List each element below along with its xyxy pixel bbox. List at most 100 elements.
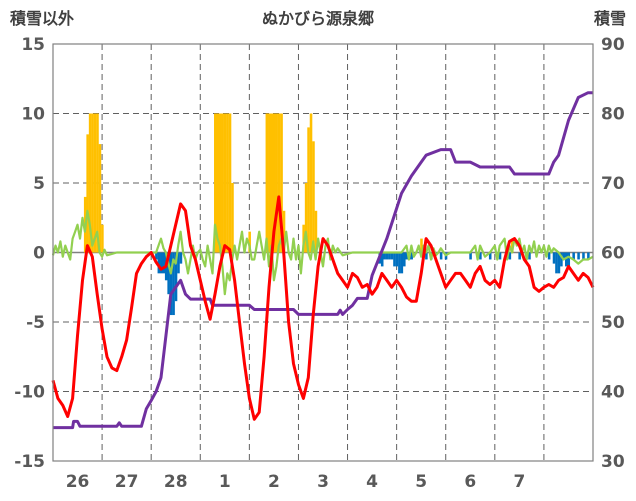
precip-bar-negative: [572, 252, 575, 260]
precip-bar-negative: [560, 252, 563, 267]
precip-bar-positive: [88, 113, 92, 253]
x-tick-label: 26: [66, 472, 90, 492]
precip-bar-negative: [390, 252, 394, 260]
precip-bar-negative: [177, 252, 180, 274]
precip-bar-negative: [388, 252, 391, 260]
right-tick-label: 70: [601, 174, 625, 194]
x-tick-label: 1: [219, 472, 231, 492]
right-tick-label: 40: [601, 383, 625, 403]
plot-frame: [52, 43, 594, 462]
precip-bar-negative: [557, 252, 561, 274]
x-tick-label: 6: [464, 472, 476, 492]
precip-bar-negative: [179, 252, 183, 264]
precip-bar-negative: [400, 252, 404, 274]
precip-bar-negative: [172, 252, 175, 316]
left-tick-label: 15: [21, 35, 45, 55]
precip-bar-positive: [228, 113, 232, 253]
precip-bar-negative: [162, 252, 166, 274]
precip-bar-positive: [277, 113, 281, 253]
precip-bar-negative: [403, 252, 406, 267]
x-tick-label: 5: [415, 472, 427, 492]
chart-title: ぬかびら源泉郷: [262, 9, 374, 28]
precip-bar-positive: [272, 113, 276, 253]
x-tick-label: 7: [513, 472, 525, 492]
precip-bar-negative: [393, 252, 396, 267]
precip-bar-positive: [96, 113, 99, 253]
precip-bar-negative: [167, 252, 170, 295]
right-tick-label: 90: [601, 35, 625, 55]
right-axis-title: 積雪: [593, 9, 626, 28]
left-axis-title: 積雪以外: [9, 9, 74, 28]
precip-bar-negative: [439, 252, 443, 260]
precip-bar-negative: [488, 252, 492, 260]
left-tick-label: -15: [14, 452, 45, 472]
series-lines: [51, 91, 595, 430]
precip-bar-positive: [420, 238, 423, 253]
series-line-temperature: [51, 195, 595, 421]
precip-bar-negative: [547, 252, 551, 260]
precip-bar-positive: [221, 113, 224, 253]
precip-bar-positive: [101, 224, 104, 253]
x-tick-label: 28: [164, 472, 188, 492]
precip-bar-negative: [479, 252, 482, 260]
precip-bar-negative: [405, 252, 409, 260]
precip-bar-negative: [567, 252, 571, 267]
precip-bar-positive: [312, 141, 315, 253]
precip-bar-negative: [498, 252, 502, 260]
right-tick-label: 30: [601, 452, 625, 472]
precip-bar-positive: [304, 183, 308, 253]
precip-bar-negative: [552, 252, 556, 264]
precip-bar-negative: [398, 252, 401, 274]
precip-bar-negative: [469, 252, 472, 260]
precip-bar-negative: [587, 252, 590, 260]
precip-bar-positive: [265, 113, 269, 253]
precip-bar-negative: [410, 252, 413, 260]
right-tick-label: 50: [601, 313, 625, 333]
precip-bar-positive: [270, 113, 274, 253]
precip-bar-positive: [268, 113, 271, 253]
left-tick-label: 10: [21, 105, 45, 125]
precip-bar-positive: [282, 210, 286, 253]
precip-bar-negative: [565, 252, 568, 267]
precip-bar-positive: [91, 113, 94, 253]
precip-bar-positive: [218, 113, 222, 253]
precip-bar-positive: [248, 231, 251, 253]
precip-bar-negative: [577, 252, 580, 260]
right-axis-ticks: 90 80 70 60 50 40 30: [601, 35, 625, 472]
left-tick-label: 0: [33, 244, 45, 264]
precip-bar-negative: [528, 252, 531, 260]
left-axis-ticks: 15 10 5 0 -5 -10 -15: [14, 35, 45, 472]
precip-bar-positive: [314, 210, 318, 253]
precip-bar-negative: [508, 252, 512, 260]
x-tick-label: 3: [317, 472, 329, 492]
precip-bar-positive: [307, 127, 310, 253]
precip-bar-negative: [385, 252, 389, 260]
right-tick-label: 60: [601, 244, 625, 264]
precip-bar-negative: [169, 252, 173, 316]
x-tick-label: 4: [366, 472, 378, 492]
precip-bar-positive: [275, 113, 278, 253]
precip-bar-positive: [86, 134, 89, 253]
precip-bar-negative: [582, 252, 585, 260]
precip-bar-positive: [280, 113, 283, 253]
precip-bar-positive: [216, 113, 220, 253]
precip-bar-positive: [93, 113, 97, 253]
precip-bar-negative: [160, 252, 163, 274]
precip-bar-negative: [157, 252, 161, 274]
precip-bar-positive: [214, 113, 217, 253]
series-line-snow-depth: [53, 91, 593, 430]
precip-bar-positive: [309, 113, 313, 253]
precip-bar-positive: [98, 144, 102, 253]
precip-bar-negative: [155, 252, 158, 260]
right-tick-label: 80: [601, 105, 625, 125]
precip-bar-negative: [395, 252, 399, 267]
precip-bar-negative: [380, 252, 384, 267]
precip-bar-negative: [425, 252, 428, 260]
precip-bar-negative: [555, 252, 558, 274]
precip-bar-negative: [174, 252, 178, 302]
precip-bar-negative: [383, 252, 386, 260]
precip-bar-positive: [223, 113, 227, 253]
x-axis-ticks: 26 27 28 1 2 3 4 5 6 7: [66, 472, 526, 492]
precip-bar-negative: [562, 252, 566, 260]
